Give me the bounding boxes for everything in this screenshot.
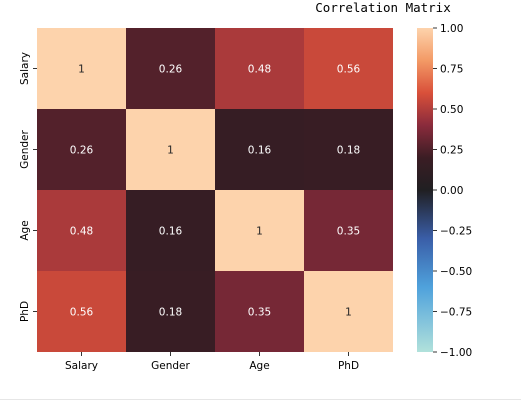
heatmap-cell-phd-phd [304, 271, 393, 352]
heatmap-cell-gender-salary [37, 109, 126, 190]
bottom-divider [0, 399, 521, 400]
heatmap-cell-age-age [215, 190, 304, 271]
colorbar: 1.00 0.75 0.50 0.25 0.00 −0.25 −0.50 −0.75 −1.00 [417, 23, 472, 359]
heatmap-cell-phd-salary [37, 271, 126, 352]
y-tick-label-age: Age [19, 220, 31, 240]
y-tick-label-salary: Salary [19, 52, 31, 85]
colorbar-tick-label: 0.50 [440, 104, 463, 116]
heatmap-cell-salary-gender [126, 28, 215, 109]
heatmap-cell-age-phd [304, 190, 393, 271]
cell-value-label: 1 [256, 226, 263, 238]
heatmap-cell-age-gender [126, 190, 215, 271]
y-tick-label-phd: PhD [19, 301, 31, 322]
cell-value-label: 1 [345, 307, 352, 319]
cell-value-label: 0.16 [159, 226, 183, 238]
colorbar-tick-label: −0.75 [440, 307, 472, 319]
colorbar-tick-label: 0.00 [440, 185, 463, 197]
heatmap-cell-salary-phd [304, 28, 393, 109]
chart-title: Correlation Matrix [315, 0, 451, 15]
cell-value-label: 1 [167, 145, 174, 157]
colorbar-gradient [417, 28, 433, 352]
heatmap-cell-salary-age [215, 28, 304, 109]
cell-value-label: 0.56 [70, 307, 94, 319]
cell-value-label: 0.56 [337, 64, 361, 76]
colorbar-tick-label: 0.25 [440, 145, 463, 157]
heatmap-cell-gender-phd [304, 109, 393, 190]
colorbar-tick-label: 0.75 [440, 64, 463, 76]
cell-value-label: 0.26 [159, 64, 183, 76]
heatmap-cells: 1 0.26 0.48 0.56 0.26 1 0.16 0.18 0.48 0.16 1 0.35 0… [37, 28, 393, 352]
heatmap-cell-gender-gender [126, 109, 215, 190]
x-tick-label-salary: Salary [65, 360, 98, 372]
x-tick-label-gender: Gender [151, 360, 190, 372]
y-tick-labels: Salary Gender Age PhD [19, 52, 37, 322]
cell-value-label: 0.48 [248, 64, 271, 76]
cell-value-label: 0.16 [248, 145, 272, 157]
x-tick-labels: Salary Gender Age PhD [65, 352, 359, 372]
colorbar-tick-label: −0.50 [440, 266, 472, 278]
heatmap-cell-age-salary [37, 190, 126, 271]
colorbar-tick-label: 1.00 [440, 23, 463, 35]
colorbar-tick-label: −1.00 [440, 347, 472, 359]
heatmap-cell-phd-age [215, 271, 304, 352]
x-tick-label-phd: PhD [338, 360, 359, 372]
cell-value-label: 0.48 [70, 226, 93, 238]
heatmap-cell-salary-salary [37, 28, 126, 109]
y-tick-label-gender: Gender [19, 129, 31, 168]
cell-value-label: 1 [78, 64, 85, 76]
colorbar-tick-label: −0.25 [440, 226, 472, 238]
heatmap-cell-gender-age [215, 109, 304, 190]
cell-value-label: 0.35 [337, 226, 360, 238]
x-tick-label-age: Age [249, 360, 269, 372]
cell-value-label: 0.26 [70, 145, 94, 157]
cell-value-label: 0.18 [337, 145, 360, 157]
cell-value-label: 0.35 [248, 307, 271, 319]
heatmap-cell-phd-gender [126, 271, 215, 352]
cell-value-label: 0.18 [159, 307, 182, 319]
